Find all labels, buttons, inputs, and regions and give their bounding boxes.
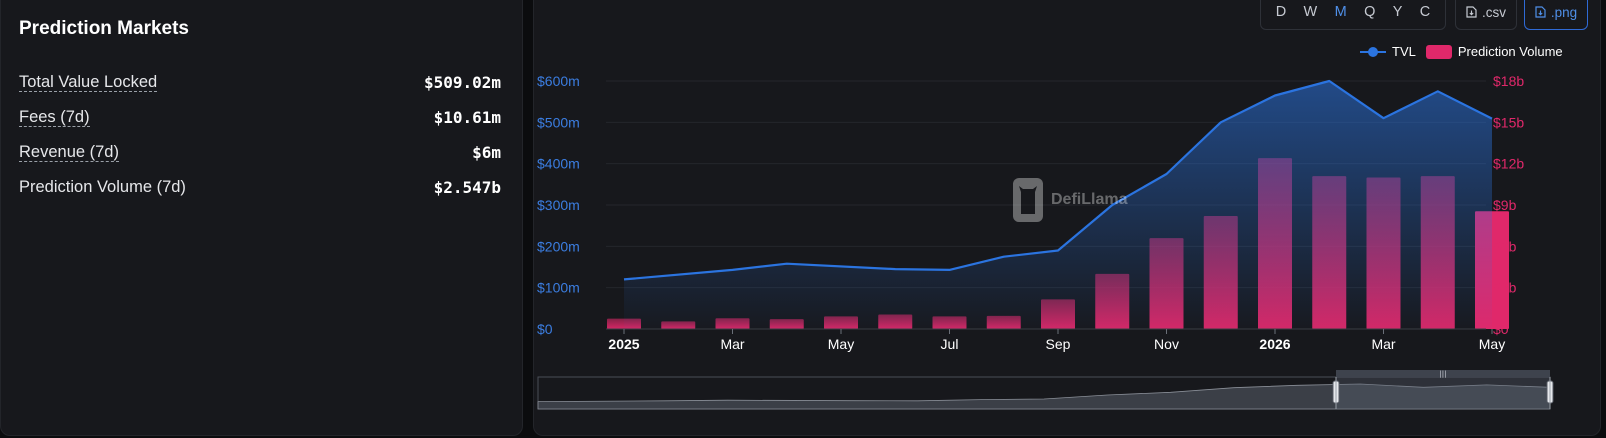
x-axis-tick-label: May — [1479, 336, 1505, 352]
right-axis-tick-label: $9b — [1493, 197, 1517, 213]
page-title: Prediction Markets — [19, 18, 189, 39]
left-axis-tick-label: $500m — [537, 114, 580, 130]
right-axis-tick-label: $15b — [1493, 114, 1524, 130]
right-axis-tick-label: $18b — [1493, 73, 1524, 89]
metrics-panel — [0, 0, 523, 436]
file-download-icon — [1466, 6, 1477, 18]
legend-item-tvl[interactable]: TVL — [1360, 44, 1416, 59]
tvl-line[interactable] — [623, 79, 1493, 281]
left-axis-tick-label: $200m — [537, 238, 580, 254]
file-download-icon — [1535, 6, 1546, 18]
x-axis-tick-label: 2025 — [608, 336, 639, 352]
watermark-text: DefiLlama — [1051, 191, 1128, 208]
brush-selection[interactable] — [1336, 377, 1550, 409]
brush-drag-bar[interactable] — [1336, 370, 1550, 377]
download-csv-label: .csv — [1481, 4, 1506, 20]
stat-value-tvl: $509.02m — [423, 72, 501, 92]
right-axis-tick-label: $6b — [1493, 238, 1517, 254]
download-png-button[interactable]: .png — [1524, 0, 1588, 30]
left-axis-tick-label: $600m — [537, 73, 580, 89]
left-axis-tick-label: $300m — [537, 197, 580, 213]
stat-label-volume: Prediction Volume (7d) — [19, 177, 186, 196]
period-button-q[interactable]: Q — [1364, 4, 1376, 20]
llama-logo-icon — [1013, 178, 1043, 222]
x-axis-tick-label: 2026 — [1259, 336, 1290, 352]
chart-canvas: $0 $0 $100m $3b $200m $6b $300m $9b $400m $12b $50… — [537, 73, 1554, 410]
legend-label-tvl: TVL — [1392, 44, 1416, 59]
bar-series-icon — [1425, 44, 1452, 59]
download-png-label: .png — [1550, 4, 1578, 20]
x-axis-tick-label: May — [828, 336, 854, 352]
stat-value-volume: $2.547b — [433, 177, 501, 197]
stat-row-volume: Prediction Volume (7d) $2.547b — [19, 175, 501, 199]
period-button-y[interactable]: Y — [1392, 4, 1403, 20]
stat-row-tvl: Total Value Locked $509.02m — [19, 70, 501, 94]
x-axis-tick-label: Mar — [1371, 336, 1395, 352]
x-axis-tick-label: Nov — [1154, 336, 1179, 352]
x-axis-tick-label: Jul — [941, 336, 959, 352]
stat-row-revenue: Revenue (7d) $6m — [19, 140, 501, 164]
x-axis-tick-label: Mar — [720, 336, 744, 352]
stat-label-tvl[interactable]: Total Value Locked — [19, 72, 158, 92]
left-axis-tick-label: $400m — [537, 156, 580, 172]
range-brush[interactable]: ||| — [537, 370, 1554, 410]
period-button-m[interactable]: M — [1334, 4, 1347, 20]
period-button-d[interactable]: D — [1275, 4, 1287, 20]
chart-legend: TVL Prediction Volume — [1360, 44, 1563, 59]
right-axis-tick-label: $3b — [1493, 280, 1517, 296]
legend-label-volume: Prediction Volume — [1457, 44, 1563, 59]
period-button-c[interactable]: C — [1419, 4, 1431, 20]
watermark: DefiLlama — [1013, 178, 1127, 222]
stat-value-revenue: $6m — [472, 142, 501, 162]
download-csv-button[interactable]: .csv — [1455, 0, 1517, 30]
stat-value-fees: $10.61m — [433, 107, 501, 127]
right-axis-tick-label: $12b — [1493, 156, 1524, 172]
stat-label-fees[interactable]: Fees (7d) — [19, 107, 90, 127]
stat-row-fees: Fees (7d) $10.61m — [19, 105, 501, 129]
left-axis-tick-label: $100m — [537, 280, 580, 296]
right-axis-tick-label: $0 — [1493, 321, 1509, 337]
brush-grip-icon[interactable]: ||| — [1439, 370, 1446, 378]
period-selector: D W M Q Y C — [1260, 0, 1446, 30]
axes: $0 $0 $100m $3b $200m $6b $300m $9b $400m $12b $50… — [537, 73, 1524, 352]
tvl-area — [623, 79, 1493, 329]
legend-item-volume[interactable]: Prediction Volume — [1425, 44, 1563, 59]
stat-label-revenue[interactable]: Revenue (7d) — [19, 142, 119, 162]
period-button-w[interactable]: W — [1303, 4, 1318, 20]
line-series-icon — [1360, 46, 1386, 57]
x-axis-tick-label: Sep — [1046, 336, 1071, 352]
left-axis-tick-label: $0 — [537, 321, 553, 337]
